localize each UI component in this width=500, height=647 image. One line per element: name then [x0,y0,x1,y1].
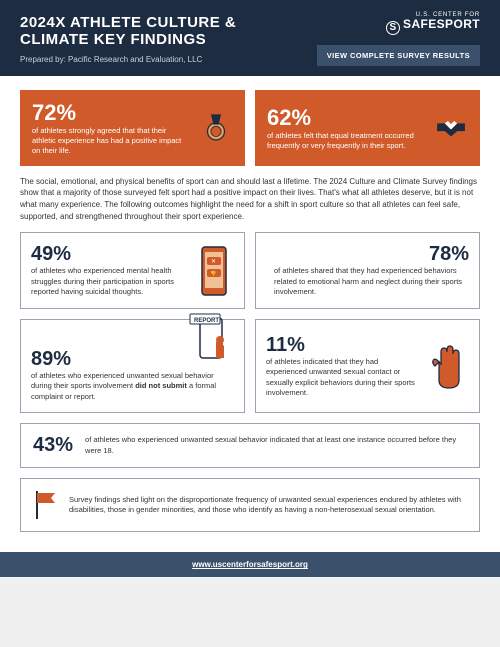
view-results-button[interactable]: VIEW COMPLETE SURVEY RESULTS [317,45,480,66]
card-flag: Survey findings shed light on the dispro… [20,478,480,532]
card-pct: 43% [33,434,73,457]
card-text: of athletes who experienced unwanted sex… [85,435,467,456]
card-11: 11% of athletes indicated that they had … [255,319,480,414]
row-2: REPORT 89% of athletes who experienced u… [20,319,480,414]
card-text: of athletes who experienced mental healt… [31,266,186,298]
stop-hand-icon [429,342,469,390]
page-title: 2024X ATHLETE CULTURE & CLIMATE KEY FIND… [20,14,300,49]
stat-62: 62% of athletes felt that equal treatmen… [255,90,480,166]
report-phone-icon: REPORT [188,312,232,364]
handshake-icon [434,111,468,145]
card-49: 49% of athletes who experienced mental h… [20,232,245,309]
logo-main: SSAFESPORT [386,18,480,35]
card-89: REPORT 89% of athletes who experienced u… [20,319,245,414]
card-text: Survey findings shed light on the dispro… [69,495,467,516]
medal-icon [199,111,233,145]
row-1: 49% of athletes who experienced mental h… [20,232,480,309]
card-78: 78% of athletes shared that they had exp… [255,232,480,309]
top-stats-row: 72% of athletes strongly agreed that tha… [20,90,480,166]
card-pct: 11% [266,334,421,357]
stat-pct: 62% [267,105,426,131]
svg-text:REPORT: REPORT [194,318,219,324]
card-43: 43% of athletes who experienced unwanted… [20,423,480,468]
card-text: of athletes who experienced unwanted sex… [31,371,234,403]
logo-s-icon: S [386,21,400,35]
svg-text:👎: 👎 [210,270,216,277]
content: 72% of athletes strongly agreed that tha… [0,76,500,553]
stat-pct: 72% [32,100,191,126]
stat-text: of athletes felt that equal treatment oc… [267,131,426,151]
footer-url[interactable]: www.uscenterforsafesport.org [0,552,500,577]
card-text: of athletes indicated that they had expe… [266,357,421,399]
stat-text: of athletes strongly agreed that that th… [32,126,191,156]
card-pct: 78% [274,243,469,266]
card-text: of athletes shared that they had experie… [274,266,469,298]
page: 2024X ATHLETE CULTURE & CLIMATE KEY FIND… [0,0,500,577]
safesport-logo: U.S. CENTER FOR SSAFESPORT [386,12,480,35]
svg-text:✕: ✕ [211,259,216,265]
header: 2024X ATHLETE CULTURE & CLIMATE KEY FIND… [0,0,500,76]
stat-72: 72% of athletes strongly agreed that tha… [20,90,245,166]
card-pct: 49% [31,243,186,266]
phone-sad-icon: ✕ 👎 [194,245,234,297]
flag-icon [33,489,57,521]
intro-paragraph: The social, emotional, and physical bene… [20,176,480,222]
